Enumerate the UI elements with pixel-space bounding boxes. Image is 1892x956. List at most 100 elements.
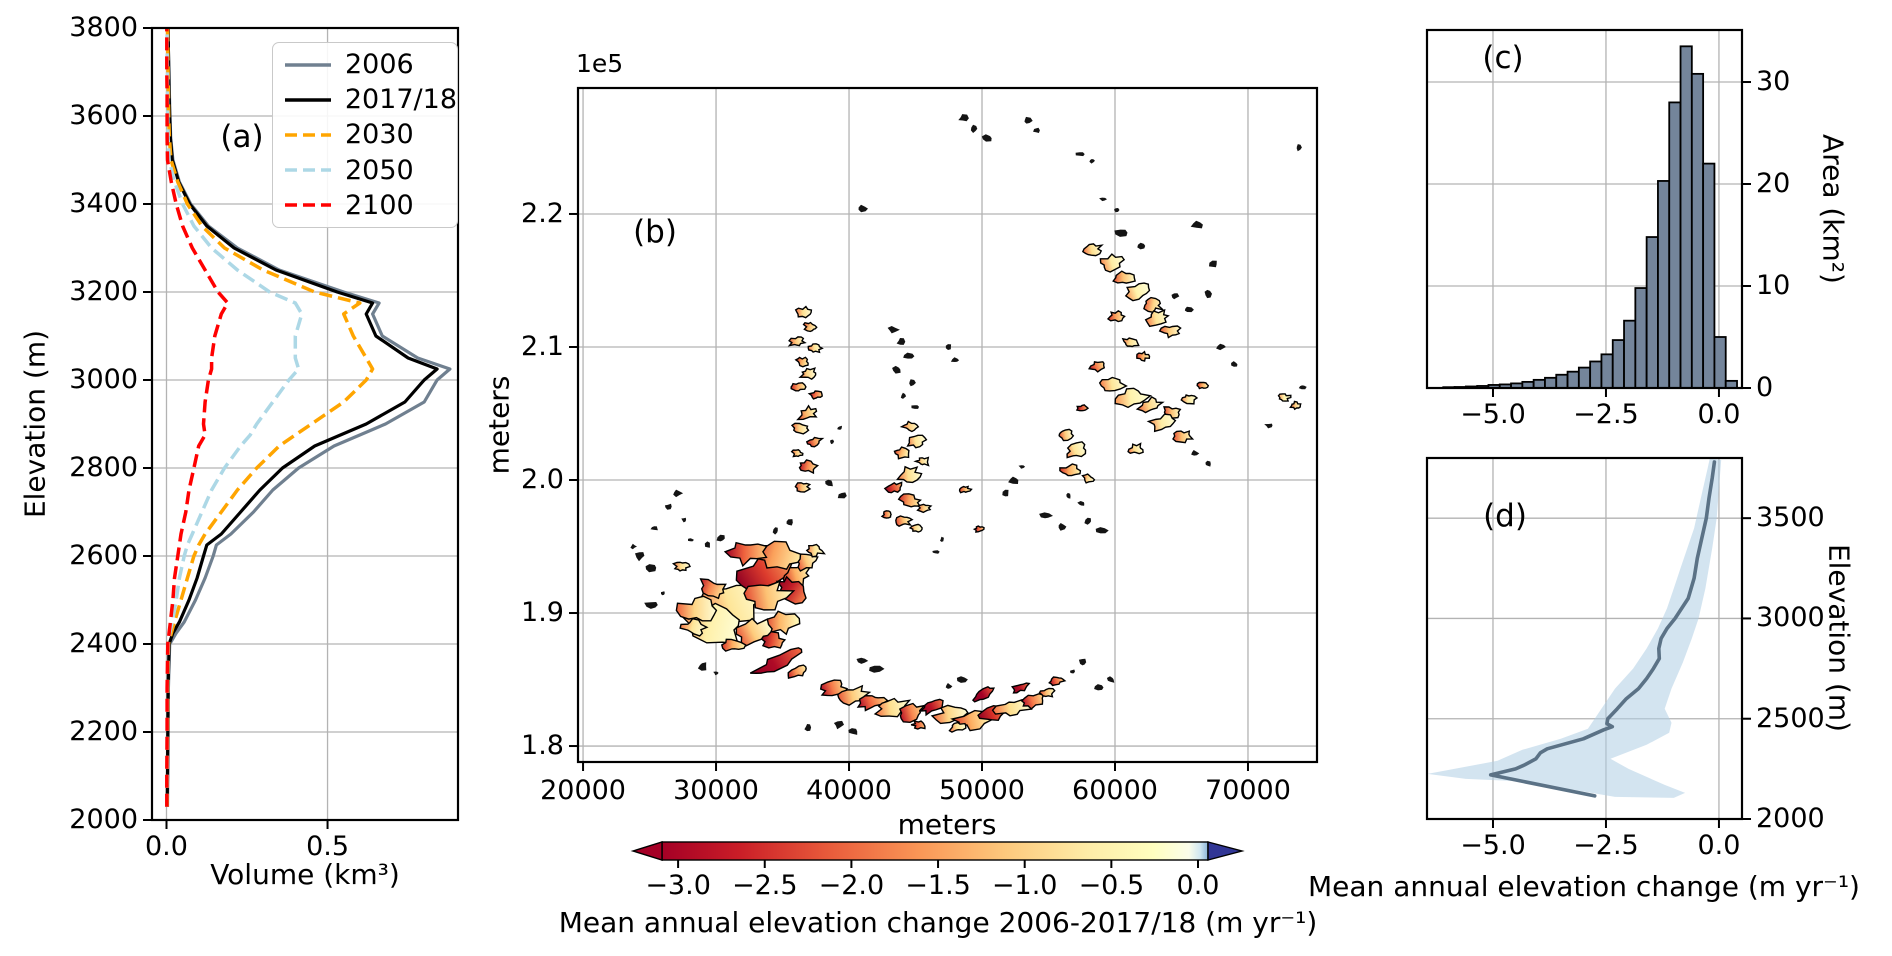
glacier-polygon: [913, 456, 930, 467]
tick-label: 50000: [939, 775, 1025, 806]
glacier-polygon: [948, 721, 967, 733]
glacier-polygon: [908, 523, 923, 533]
glacier-polygon: [991, 698, 1033, 717]
glacier-speck: [848, 728, 858, 735]
tick-label: 2400: [69, 628, 138, 660]
glacier-speck: [900, 392, 907, 399]
glacier-speck: [704, 541, 710, 548]
glacier-polygon: [1081, 473, 1096, 484]
glacier-speck: [1033, 127, 1040, 133]
glacier-speck: [1216, 343, 1226, 351]
glacier-polygon: [807, 390, 823, 400]
histogram-bar: [1577, 366, 1592, 389]
glacier-speck: [1089, 159, 1095, 164]
glacier-polygon: [805, 543, 826, 558]
axes-frame: [150, 26, 460, 822]
tick-label: 1.8: [521, 730, 564, 762]
glacier-polygon: [1146, 413, 1177, 433]
colorbar-under-arrow: [630, 841, 663, 861]
legend-item-2017-18: 2017/18: [283, 84, 457, 115]
histogram-bar: [1555, 373, 1569, 389]
panel-d-xlabel: Mean annual elevation change (m yr⁻¹): [1308, 870, 1860, 903]
tick-label: 10: [1756, 270, 1791, 302]
glacier-polygon: [1075, 404, 1090, 412]
glacier-polygon: [794, 356, 809, 368]
glacier-speck: [932, 550, 940, 554]
tick-label: −3.0: [645, 870, 711, 901]
glacier-polygon: [972, 525, 985, 533]
glacier-speck: [1078, 658, 1087, 666]
tick-label: 3600: [69, 100, 138, 132]
glacier-polygon: [918, 698, 944, 717]
tick-label: 70000: [1205, 775, 1291, 806]
glacier-speck: [1191, 450, 1200, 456]
tick-label: −2.0: [818, 870, 885, 901]
legend-label: 2050: [345, 154, 414, 186]
glacier-speck: [1077, 501, 1085, 506]
histogram-bar: [1611, 339, 1625, 389]
glacier-speck: [697, 662, 707, 671]
panel-a-ylabel: Elevation (m): [18, 329, 52, 519]
tick-label: 0.0: [145, 831, 188, 862]
glacier-polygon: [1099, 253, 1126, 273]
glacier-speck: [909, 379, 916, 387]
glacier-polygon: [897, 493, 922, 508]
legend-item-2006: 2006: [283, 49, 457, 80]
glacier-polygon: [798, 459, 820, 475]
tick-label: −2.5: [731, 870, 798, 901]
glacier-polygon: [1112, 270, 1136, 284]
tick-label: 3400: [69, 188, 138, 220]
legend-label: 2030: [345, 119, 414, 151]
glacier-polygon: [1143, 296, 1164, 314]
glacier-polygon: [895, 515, 914, 527]
glacier-polygon: [675, 595, 718, 622]
glacier-speck: [940, 536, 944, 542]
glacier-polygon: [723, 541, 768, 568]
glacier-speck: [1205, 460, 1211, 467]
tick-label: 30000: [673, 775, 759, 806]
glacier-polygon: [1124, 282, 1151, 302]
glacier-speck: [1114, 208, 1120, 213]
glacier-polygon: [1172, 430, 1195, 444]
glacier-speck: [833, 720, 844, 730]
glacier-polygon: [899, 420, 920, 433]
tick-label: 2.1: [521, 331, 564, 363]
tick-label: 20: [1756, 168, 1791, 200]
legend-item-2050: 2050: [283, 155, 457, 186]
axes-frame: [1425, 28, 1744, 390]
tick-label: 2000: [1756, 803, 1825, 835]
glacier-speck: [911, 405, 919, 409]
legend-line-sample: [285, 98, 331, 102]
histogram-bar: [1713, 336, 1727, 389]
axes-frame: [576, 86, 1319, 764]
tick-label: 0.0: [1176, 870, 1220, 901]
glacier-speck: [945, 683, 953, 689]
glacier-polygon: [749, 647, 803, 674]
glacier-speck: [645, 564, 657, 573]
tick-label: 60000: [1072, 775, 1158, 806]
glacier-polygon: [671, 561, 691, 572]
histogram-bar: [1679, 45, 1693, 389]
tick-label: −5.0: [1460, 399, 1526, 430]
panel-c-ylabel: Area (km²): [1816, 134, 1850, 284]
glacier-polygon: [893, 446, 910, 460]
glacier-polygon: [1058, 428, 1075, 442]
glacier-polygon: [873, 697, 912, 718]
glacier-speck: [1099, 197, 1107, 202]
glacier-speck: [950, 357, 960, 362]
glacier-polygon: [883, 481, 903, 494]
glacier-polygon: [798, 367, 817, 381]
glacier-speck: [970, 124, 978, 133]
glacier-polygon: [898, 702, 927, 724]
histogram-bar: [1634, 287, 1648, 389]
glacier-polygon: [1180, 394, 1199, 405]
glacier-polygon: [1038, 687, 1056, 698]
histogram-bar: [1645, 236, 1659, 389]
tick-label: 2600: [69, 540, 138, 572]
glacier-polygon: [720, 638, 747, 652]
glacier-polygon: [916, 503, 933, 514]
glacier-speck: [1018, 465, 1026, 469]
glacier-polygon: [1136, 350, 1151, 362]
tick-label: −0.5: [1078, 870, 1145, 901]
